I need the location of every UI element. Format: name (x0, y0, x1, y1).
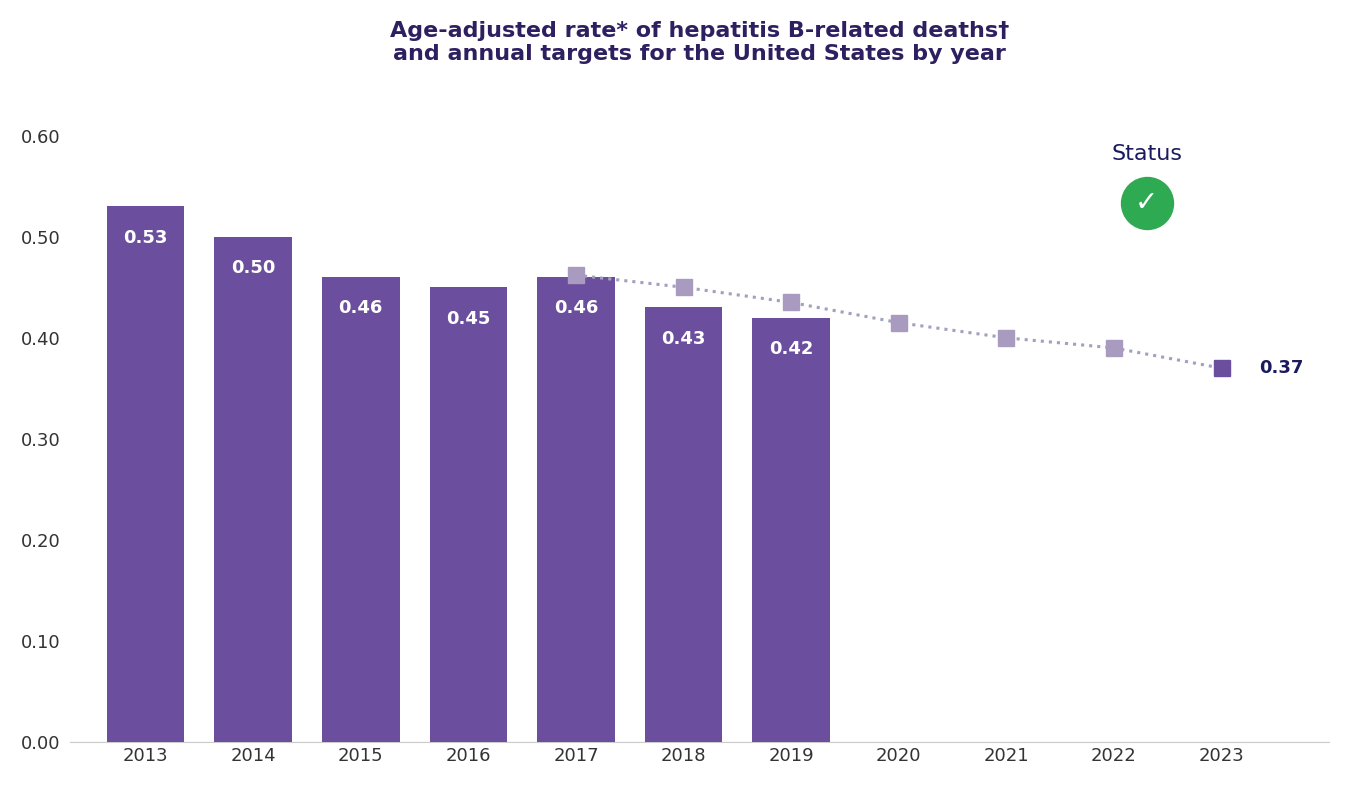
Text: 0.37: 0.37 (1260, 359, 1304, 377)
Bar (429, 287, 508, 742)
Text: 0.53: 0.53 (123, 229, 167, 247)
Bar (752, 318, 830, 742)
Text: Status: Status (1111, 144, 1183, 164)
Title: Age-adjusted rate* of hepatitis B-related deaths†
and annual targets for the Uni: Age-adjusted rate* of hepatitis B-relate… (390, 21, 1010, 64)
Text: 0.43: 0.43 (662, 330, 706, 347)
Bar (323, 277, 400, 742)
Text: 0.45: 0.45 (447, 310, 490, 328)
Bar (107, 207, 185, 742)
Point (1135, 197, 1157, 210)
Bar (215, 237, 292, 742)
Text: ✓: ✓ (1135, 189, 1158, 218)
Text: 0.50: 0.50 (231, 259, 275, 277)
Bar (645, 307, 722, 742)
Text: 0.46: 0.46 (339, 299, 383, 318)
Text: 0.42: 0.42 (769, 340, 814, 358)
Bar (537, 277, 614, 742)
Text: 0.46: 0.46 (554, 299, 598, 318)
